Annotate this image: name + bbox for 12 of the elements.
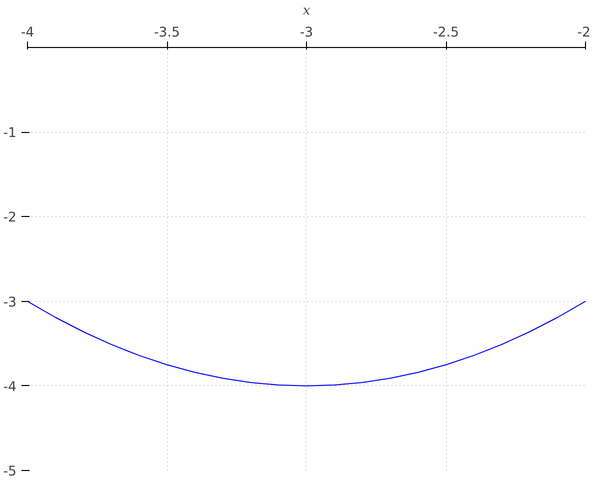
- x-axis-title: x: [302, 4, 311, 18]
- x-tick-label: -2.5: [432, 26, 460, 40]
- x-tick-label: -4: [20, 26, 34, 40]
- x-tick-label: -3: [300, 26, 314, 40]
- x-tick-label: -2: [577, 26, 591, 40]
- y-tick-label: -4: [3, 380, 17, 395]
- line-series: [28, 300, 586, 386]
- y-tick-label: -3: [3, 295, 17, 310]
- y-tick-label: -5: [3, 464, 17, 480]
- x-tick-label: -3.5: [154, 26, 180, 40]
- y-tick-label: -1: [3, 126, 17, 142]
- y-tick-label: -2: [3, 210, 17, 226]
